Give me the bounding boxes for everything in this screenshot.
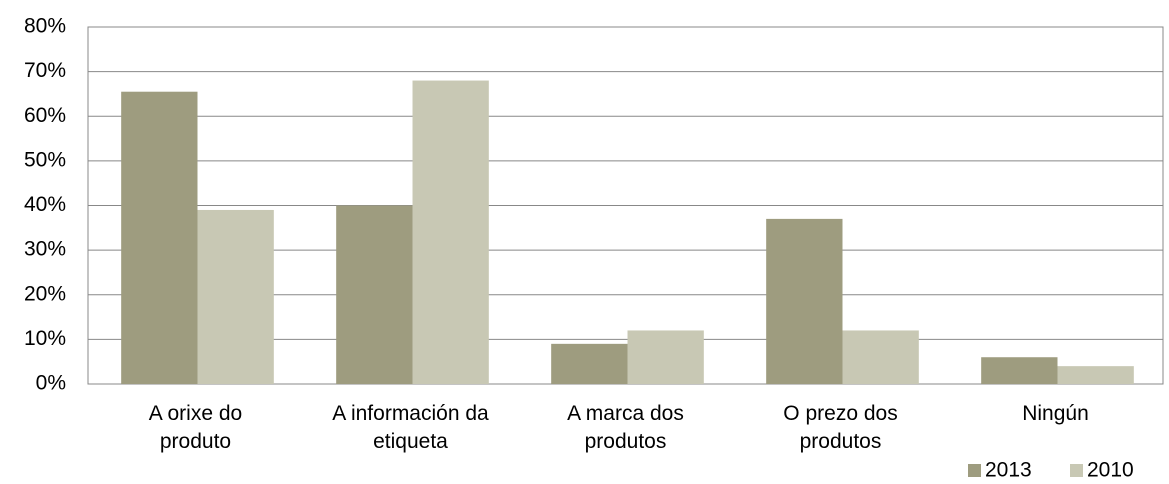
y-tick-label: 30% [24,238,66,261]
legend-label: 2013 [985,459,1032,482]
bar [197,209,274,384]
bar [627,330,704,384]
legend-label: 2010 [1087,459,1134,482]
x-tick-label: A información da etiqueta [332,402,489,453]
y-tick-label: 50% [24,148,66,171]
y-tick-label: 0% [36,372,66,395]
legend-swatch [968,464,981,477]
x-tick-label: O prezo dos produtos [783,402,898,453]
y-tick-label: 40% [24,193,66,216]
bar [336,205,413,384]
y-tick-label: 20% [24,282,66,305]
y-tick-label: 70% [24,59,66,82]
bar [981,357,1058,384]
legend-swatch [1070,464,1083,477]
bar [766,218,843,384]
bar [121,91,198,385]
x-tick-label: A marca dos produtos [567,402,684,453]
y-tick-label: 60% [24,104,66,127]
x-tick-label: Ningún [1022,402,1089,425]
bar [1057,366,1134,384]
y-tick-label: 10% [24,327,66,350]
bar [842,330,919,384]
y-tick-label: 80% [24,15,66,38]
bar [551,343,628,384]
x-tick-label: A orixe do produto [148,402,243,453]
bar [412,80,489,385]
